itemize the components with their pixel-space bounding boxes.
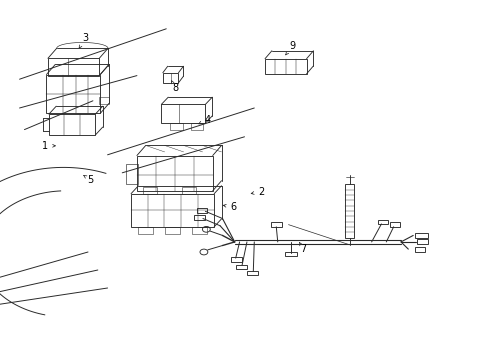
Bar [49,114,95,135]
Bar [194,215,204,220]
Bar [137,156,212,191]
Bar [247,271,258,275]
Bar [46,75,100,113]
Bar [131,194,214,227]
Bar [270,222,281,227]
Text: 7: 7 [300,244,305,254]
Bar [236,265,246,269]
Text: 8: 8 [172,83,178,93]
Bar [264,59,306,74]
Bar [414,233,427,238]
Text: 6: 6 [230,202,236,212]
Bar [345,184,353,238]
Bar [285,252,296,256]
Bar [170,123,183,130]
Bar [163,73,178,83]
Text: 3: 3 [82,33,88,43]
Bar [192,227,206,234]
Bar [165,227,180,234]
Bar [143,187,157,194]
Text: 2: 2 [258,186,264,197]
Bar [414,247,425,252]
Bar [190,123,203,130]
Bar [99,97,109,104]
Bar [389,222,400,227]
Text: 5: 5 [87,175,93,185]
Text: 1: 1 [42,141,48,151]
Text: 9: 9 [289,41,295,51]
Bar [126,164,138,184]
Bar [182,187,196,194]
Text: 4: 4 [204,114,210,125]
Bar [161,104,205,123]
Bar [377,220,387,224]
Bar [230,257,241,262]
Bar [197,208,206,213]
Bar [416,239,427,244]
Bar [138,227,153,234]
Bar [48,58,99,76]
